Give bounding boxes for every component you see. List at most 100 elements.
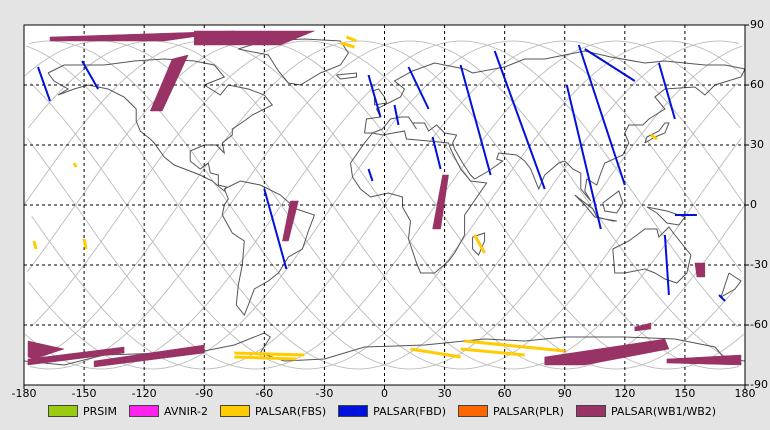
swath-wide-2: [149, 54, 189, 112]
legend-label-avnir2: AVNIR-2: [164, 404, 208, 418]
lon-tick-label: -90: [195, 387, 214, 400]
land-iceland: [336, 72, 357, 80]
legend-item-palsar-plr: PALSAR(PLR): [458, 405, 564, 418]
legend-swatch-palsar-fbd: [338, 405, 369, 417]
orbit-track: [27, 204, 76, 272]
land-africa: [350, 130, 488, 274]
lat-tick-label: 0: [750, 198, 757, 211]
lat-tick-label: -90: [750, 378, 768, 391]
orbit-track: [28, 204, 334, 370]
swath-strip-34: [460, 347, 525, 357]
legend-item-palsar-wb: PALSAR(WB1/WB2): [575, 404, 717, 418]
lat-tick-label: -60: [750, 318, 768, 331]
legend-swatch-palsar-plr: [458, 405, 489, 417]
swath-strip-33: [234, 355, 297, 361]
land-new-guinea: [646, 206, 686, 226]
sensor-legend: PRSIM AVNIR-2 PALSAR(FBS) PALSAR(FBD) PA…: [48, 403, 728, 419]
orbit-track: [435, 40, 741, 206]
swath-strip-40: [72, 162, 78, 168]
lat-tick-label: 60: [750, 78, 764, 91]
lon-tick-label: -120: [131, 387, 157, 400]
swath-strip-19: [459, 64, 492, 176]
swath-wide-9: [634, 322, 652, 332]
swath-strip-26: [663, 234, 670, 296]
swath-wide-11: [694, 262, 706, 278]
orbit-track: [178, 40, 740, 370]
lon-tick-label: 30: [437, 387, 452, 400]
land-borneo: [602, 190, 624, 214]
swath-strip-37: [650, 133, 658, 141]
swath-strip-38: [32, 240, 38, 250]
lon-tick-label: 150: [674, 387, 696, 400]
swath-wide-6: [27, 346, 125, 366]
swath-wide-10: [666, 354, 742, 366]
swath-strip-30: [345, 35, 358, 43]
swath-strip-18: [431, 136, 442, 170]
swath-strip-15: [367, 74, 382, 118]
swath-strip-12: [37, 66, 51, 102]
lon-tick-label: -150: [71, 387, 97, 400]
lon-tick-label: 120: [614, 387, 636, 400]
swath-strip-28: [367, 168, 374, 182]
land-indonesia: [574, 194, 617, 222]
legend-label-palsar-wb: PALSAR(WB1/WB2): [610, 404, 717, 418]
legend-swatch-prsim: [48, 405, 78, 417]
swath-strip-36: [410, 347, 461, 359]
orbit-track: [332, 40, 742, 272]
lat-tick-label: 30: [750, 138, 764, 151]
swath-strip-22: [565, 84, 602, 230]
orbit-track: [229, 40, 743, 365]
legend-item-avnir2: AVNIR-2: [129, 405, 208, 418]
orbit-track: [26, 138, 437, 370]
orbit-track: [31, 204, 385, 370]
orbit-track: [24, 40, 643, 370]
legend-label-palsar-fbd: PALSAR(FBD): [373, 404, 447, 418]
orbit-track: [27, 40, 694, 370]
legend-label-prsim: PRSIM: [83, 404, 117, 418]
swath-wide-4: [432, 174, 449, 230]
legend-item-prsim: PRSIM: [48, 405, 117, 418]
swath-strip-17: [407, 66, 430, 110]
swath-strip-16: [393, 104, 400, 126]
orbit-track: [29, 204, 231, 370]
lat-tick-label: -30: [750, 258, 768, 271]
lon-tick-label: 0: [381, 387, 388, 400]
legend-label-palsar-fbs: PALSAR(FBS): [254, 404, 327, 418]
lon-tick-label: 60: [497, 387, 512, 400]
swath-wide-8: [544, 338, 670, 366]
swath-strip-24: [657, 62, 676, 120]
lon-tick-label: -60: [255, 387, 274, 400]
orbit-track: [589, 45, 743, 206]
orbit-track: [75, 40, 741, 370]
lat-tick-label: 90: [750, 18, 764, 31]
swath-strip-23: [584, 48, 636, 82]
legend-swatch-avnir2: [129, 405, 159, 417]
graticule-grid: [24, 25, 745, 385]
legend-item-palsar-fbd: PALSAR(FBD): [338, 405, 446, 418]
swath-strip-32: [234, 351, 305, 357]
land-new-zealand: [720, 272, 742, 299]
land-greenland: [238, 38, 350, 86]
land-japan: [644, 122, 670, 144]
swath-wide-7: [93, 344, 205, 368]
orbit-track: [641, 82, 739, 206]
swath-wide-0: [49, 30, 235, 42]
swath-wide-1: [193, 30, 315, 46]
orbit-track: [25, 45, 540, 370]
lon-tick-label: -180: [11, 387, 37, 400]
swath-strip-31: [473, 234, 486, 254]
swath-strip-35: [464, 339, 565, 353]
legend-label-palsar-plr: PALSAR(PLR): [493, 404, 564, 418]
orbit-track: [29, 40, 591, 370]
legend-swatch-palsar-fbs: [219, 405, 250, 417]
swath-strip-39: [82, 238, 88, 250]
acquisition-swaths: [27, 30, 742, 368]
legend-swatch-palsar-wb: [575, 405, 606, 417]
map-plot-border: [23, 24, 746, 386]
lon-tick-label: -30: [315, 387, 334, 400]
orbit-track: [538, 40, 740, 206]
swath-strip-20: [493, 50, 546, 190]
swath-strip-13: [81, 60, 99, 90]
land-australia: [612, 226, 692, 284]
